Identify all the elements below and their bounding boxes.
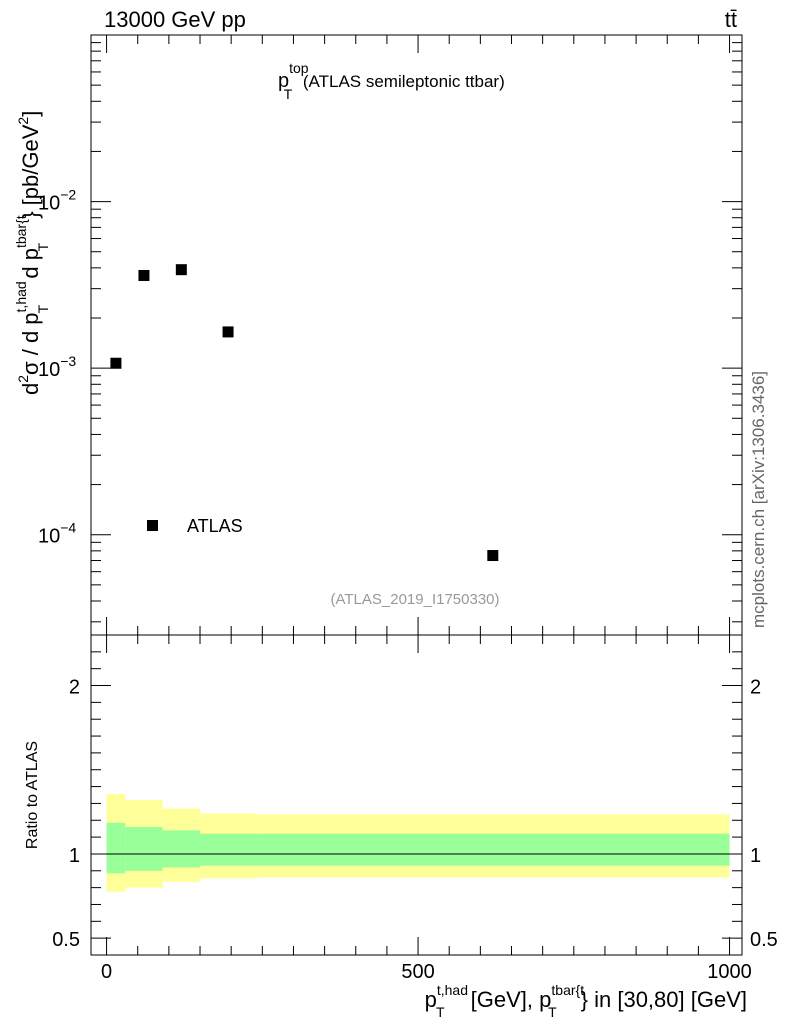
analysis-watermark: (ATLAS_2019_I1750330) bbox=[330, 591, 499, 608]
ratio-plot: 0.5 0.5 1 1 2 2 0 500 1000 Ratio to ATLAS pt,ha… bbox=[24, 634, 778, 1020]
plot-title: ptop T (ATLAS semileptonic ttbar) bbox=[278, 60, 505, 102]
ratio-xtick-labels: 0 500 1000 bbox=[101, 961, 752, 983]
ylabel-unit-end: ] bbox=[18, 111, 43, 117]
main-ytick-labels: 10−4 10−3 10−2 bbox=[38, 187, 76, 548]
ratio-ticks bbox=[91, 634, 742, 955]
process-label: tt̄ bbox=[725, 7, 737, 32]
xtick-label-0: 0 bbox=[101, 961, 112, 983]
main-ytick-label-1: 10−3 bbox=[38, 353, 76, 381]
plot-title-main: p bbox=[278, 70, 289, 92]
ylabel-sub-t1: T bbox=[35, 304, 51, 313]
side-label: mcplots.cern.ch [arXiv:1306.3436] bbox=[749, 371, 768, 628]
xlabel-end: } in [30,80] [GeV] bbox=[581, 987, 747, 1012]
inner-band-bin-3 bbox=[200, 833, 257, 866]
inner-band-bin-0 bbox=[106, 822, 126, 874]
main-ylabel: d2σ / d pt,had T d ptbar{t T} [pb/GeV2] bbox=[13, 111, 51, 395]
legend-marker bbox=[147, 520, 158, 531]
plot-title-rest: (ATLAS semileptonic ttbar) bbox=[298, 72, 505, 91]
xlabel-sup1: t,had bbox=[437, 982, 468, 998]
xtick-label-1: 500 bbox=[401, 961, 434, 983]
data-point-1 bbox=[138, 269, 150, 281]
data-point-2 bbox=[175, 264, 187, 276]
inner-band-bin-2 bbox=[162, 830, 201, 868]
ylabel-sigma: σ / d p bbox=[18, 312, 43, 375]
ylabel-dp: d p bbox=[18, 248, 43, 285]
ratio-ytick-label-right-2: 2 bbox=[750, 677, 761, 699]
xlabel-sup2: tbar{t bbox=[551, 982, 584, 998]
ratio-bands bbox=[106, 794, 730, 892]
main-ticks bbox=[91, 34, 742, 635]
ylabel-unit: } [pb/GeV bbox=[18, 124, 43, 219]
ratio-ytick-label-right-1: 1 bbox=[750, 845, 761, 867]
main-ytick-label-2: 10−2 bbox=[38, 187, 76, 215]
data-point-0 bbox=[110, 357, 122, 369]
ratio-ytick-labels: 0.5 0.5 1 1 2 2 bbox=[52, 677, 778, 952]
ylabel-d: d bbox=[18, 383, 43, 395]
legend-label: ATLAS bbox=[187, 516, 243, 536]
xlabel-p1: p bbox=[425, 987, 437, 1012]
ylabel-sup2: 2 bbox=[15, 375, 31, 383]
main-plot: 10−4 10−3 10−2 ptop T (ATLAS semileptonic t… bbox=[13, 34, 743, 636]
ylabel-sub-t2: T bbox=[35, 242, 51, 251]
ratio-ytick-label-right-0: 0.5 bbox=[750, 929, 778, 951]
inner-band-bin-1 bbox=[125, 827, 163, 871]
xlabel-sub2: T bbox=[548, 1004, 557, 1020]
xtick-label-2: 1000 bbox=[707, 961, 752, 983]
main-points bbox=[110, 264, 499, 562]
xlabel-sub1: T bbox=[436, 1004, 445, 1020]
main-ytick-label-0: 10−4 bbox=[38, 520, 76, 548]
data-point-4 bbox=[487, 550, 499, 562]
xlabel-mid: [GeV], p bbox=[465, 987, 552, 1012]
main-plot-frame bbox=[90, 34, 743, 636]
xlabel: pt,had T [GeV], ptbar{t T } in [30,80] [GeV… bbox=[425, 982, 747, 1020]
ratio-ylabel: Ratio to ATLAS bbox=[24, 741, 41, 849]
plot-title-sup: top bbox=[289, 60, 309, 76]
ratio-ytick-label-0: 0.5 bbox=[52, 929, 80, 951]
ylabel-sup-thad: t,had bbox=[13, 281, 29, 312]
ratio-plot-frame bbox=[90, 634, 743, 956]
plot-title-sub: T bbox=[284, 86, 293, 102]
ratio-ytick-label-1: 1 bbox=[69, 845, 80, 867]
ratio-ytick-label-2: 2 bbox=[69, 677, 80, 699]
collision-label: 13000 GeV pp bbox=[104, 7, 246, 32]
data-point-3 bbox=[222, 326, 234, 338]
inner-band-bin-4 bbox=[256, 833, 730, 866]
ylabel-sup-tbar: tbar{t bbox=[13, 215, 29, 248]
ylabel-unit-sup: 2 bbox=[15, 117, 31, 125]
